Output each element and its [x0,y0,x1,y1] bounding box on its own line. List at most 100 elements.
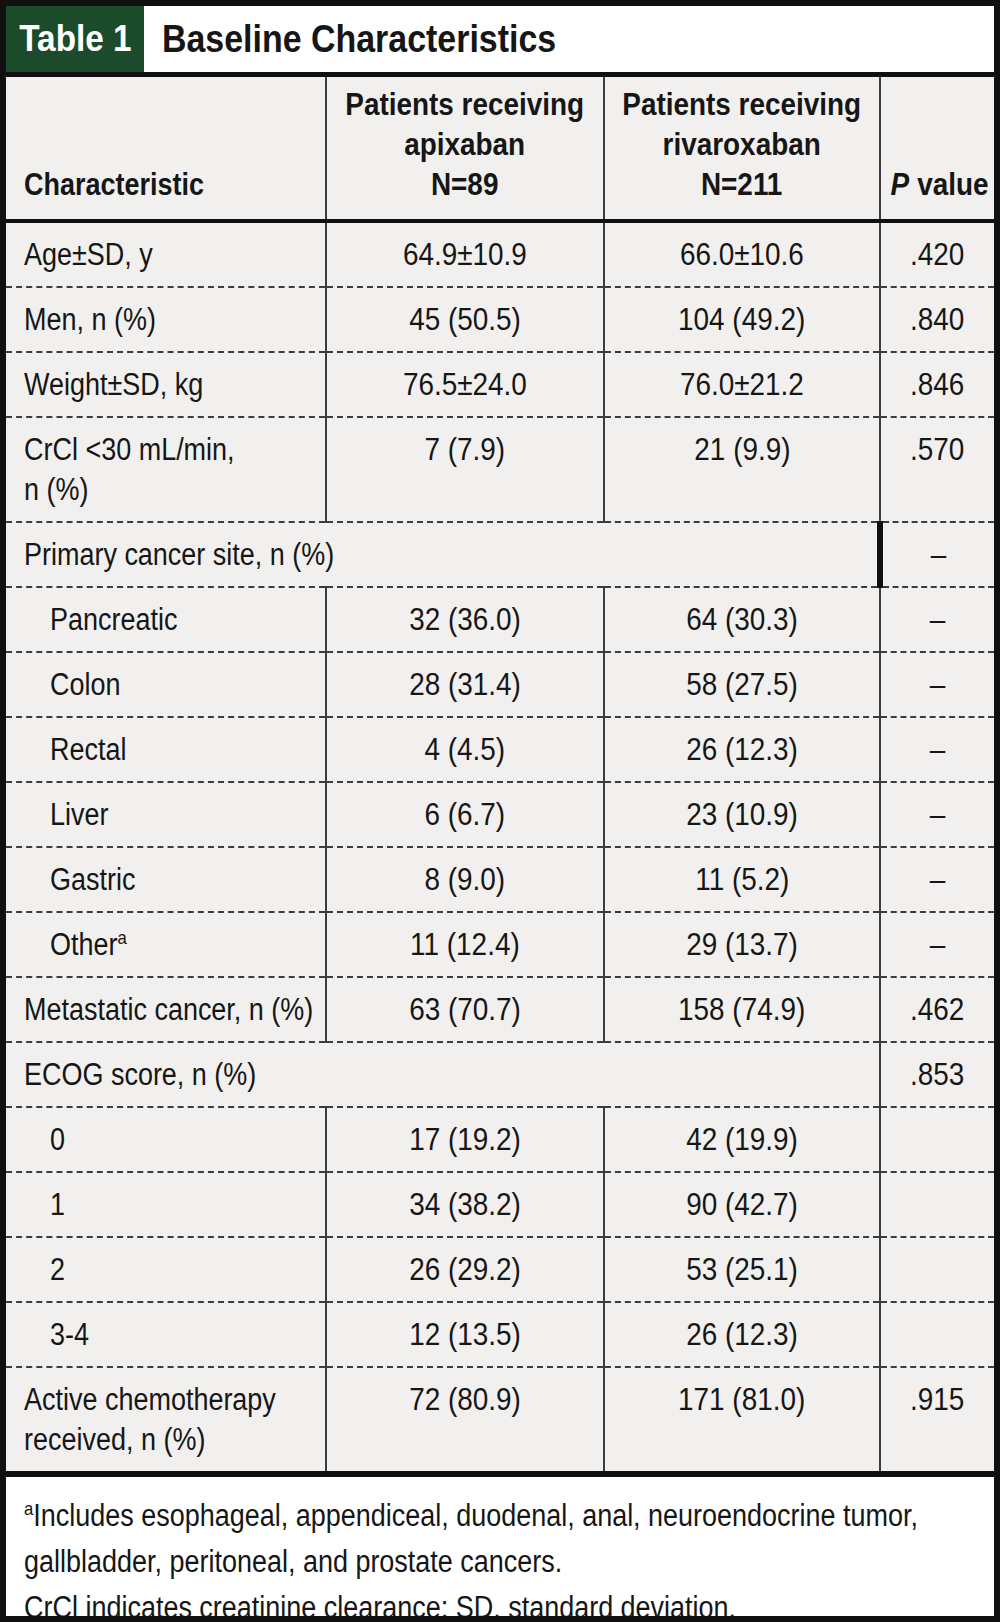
rivaroxaban-value: 23 (10.9) [604,782,880,847]
table-row: 1 34 (38.2) 90 (42.7) [6,1172,994,1237]
apixaban-value: 4 (4.5) [326,717,604,782]
p-value [880,1107,994,1172]
p-value: – [880,847,994,912]
apixaban-value: 64.9±10.9 [326,221,604,287]
row-label: Liver [6,782,326,847]
apixaban-value: 11 (12.4) [326,912,604,977]
table-row: Men, n (%) 45 (50.5) 104 (49.2) .840 [6,287,994,352]
row-label: 0 [6,1107,326,1172]
rivaroxaban-value: 11 (5.2) [604,847,880,912]
header-row: Characteristic Patients receiving apixab… [6,77,994,221]
table-row: Liver 6 (6.7) 23 (10.9) – [6,782,994,847]
rivaroxaban-value: 29 (13.7) [604,912,880,977]
apixaban-value: 28 (31.4) [326,652,604,717]
rivaroxaban-value: 64 (30.3) [604,587,880,652]
apixaban-value: 8 (9.0) [326,847,604,912]
apixaban-value: 32 (36.0) [326,587,604,652]
table-row: Rectal 4 (4.5) 26 (12.3) – [6,717,994,782]
column-header-characteristic: Characteristic [6,77,326,221]
row-label: Men, n (%) [6,287,326,352]
rivaroxaban-value: 53 (25.1) [604,1237,880,1302]
table-row: Metastatic cancer, n (%) 63 (70.7) 158 (… [6,977,994,1042]
footnote-a-continued: gallbladder, peritoneal, and prostate ca… [24,1539,976,1585]
table-row: Pancreatic 32 (36.0) 64 (30.3) – [6,587,994,652]
footnote-marker: a [117,927,126,948]
apixaban-value: 45 (50.5) [326,287,604,352]
abbreviation-note: CrCl indicates creatinine clearance; SD,… [24,1585,976,1622]
apixaban-value: 63 (70.7) [326,977,604,1042]
rivaroxaban-value: 76.0±21.2 [604,352,880,417]
apixaban-value: 72 (80.9) [326,1367,604,1474]
p-value [880,1302,994,1367]
table-row: Colon 28 (31.4) 58 (27.5) – [6,652,994,717]
footnote-a: aIncludes esophageal, appendiceal, duode… [24,1493,976,1539]
column-header-p-value: Pvalue [880,77,994,221]
p-value: .420 [880,221,994,287]
row-label: Age±SD, y [6,221,326,287]
apixaban-value: 6 (6.7) [326,782,604,847]
table-row: Othera 11 (12.4) 29 (13.7) – [6,912,994,977]
rivaroxaban-value: 171 (81.0) [604,1367,880,1474]
row-label: Rectal [6,717,326,782]
apixaban-value: 17 (19.2) [326,1107,604,1172]
p-value: .915 [880,1367,994,1474]
table-row: Gastric 8 (9.0) 11 (5.2) – [6,847,994,912]
p-value: .853 [880,1042,994,1107]
row-label: Othera [6,912,326,977]
apixaban-value: 7 (7.9) [326,417,604,522]
rivaroxaban-value: 26 (12.3) [604,1302,880,1367]
p-value: – [880,522,994,587]
table-row-section: Primary cancer site, n (%) – [6,522,994,587]
title-band: Table 1 Baseline Characteristics [6,6,994,77]
p-value: – [880,912,994,977]
table-number: Table 1 [19,18,131,60]
footnote-area: aIncludes esophageal, appendiceal, duode… [6,1477,994,1622]
apixaban-value: 76.5±24.0 [326,352,604,417]
table-row: 3-4 12 (13.5) 26 (12.3) [6,1302,994,1367]
p-value: – [880,587,994,652]
table-title: Baseline Characteristics [144,6,615,72]
row-label: Gastric [6,847,326,912]
p-value: – [880,652,994,717]
row-label: CrCl <30 mL/min, n (%) [6,417,326,522]
p-value: .840 [880,287,994,352]
rivaroxaban-value: 58 (27.5) [604,652,880,717]
p-value: .462 [880,977,994,1042]
row-label: Colon [6,652,326,717]
apixaban-value: 26 (29.2) [326,1237,604,1302]
p-value [880,1237,994,1302]
p-value: .846 [880,352,994,417]
rivaroxaban-value: 104 (49.2) [604,287,880,352]
rivaroxaban-value: 158 (74.9) [604,977,880,1042]
table-row-section: ECOG score, n (%) .853 [6,1042,994,1107]
row-label: Pancreatic [6,587,326,652]
rivaroxaban-value: 26 (12.3) [604,717,880,782]
row-label: 1 [6,1172,326,1237]
table-figure: Table 1 Baseline Characteristics Charact… [0,0,1000,1622]
rivaroxaban-value: 42 (19.9) [604,1107,880,1172]
table-number-badge: Table 1 [6,6,144,72]
table-row: Active chemotherapy received, n (%) 72 (… [6,1367,994,1474]
section-label: Primary cancer site, n (%) [6,522,880,587]
column-header-rivaroxaban: Patients receiving rivaroxaban N=211 [604,77,880,221]
section-label: ECOG score, n (%) [6,1042,880,1107]
p-value: .570 [880,417,994,522]
column-header-apixaban: Patients receiving apixaban N=89 [326,77,604,221]
row-label: 2 [6,1237,326,1302]
p-value: – [880,782,994,847]
footnote-marker: a [24,1498,33,1519]
table-row: Age±SD, y 64.9±10.9 66.0±10.6 .420 [6,221,994,287]
rivaroxaban-value: 66.0±10.6 [604,221,880,287]
row-label: Weight±SD, kg [6,352,326,417]
p-value: – [880,717,994,782]
table-row: 2 26 (29.2) 53 (25.1) [6,1237,994,1302]
baseline-characteristics-table: Characteristic Patients receiving apixab… [6,77,994,1477]
p-value [880,1172,994,1237]
rivaroxaban-value: 90 (42.7) [604,1172,880,1237]
row-label: Active chemotherapy received, n (%) [6,1367,326,1474]
table-row: 0 17 (19.2) 42 (19.9) [6,1107,994,1172]
apixaban-value: 12 (13.5) [326,1302,604,1367]
table-row: Weight±SD, kg 76.5±24.0 76.0±21.2 .846 [6,352,994,417]
apixaban-value: 34 (38.2) [326,1172,604,1237]
rivaroxaban-value: 21 (9.9) [604,417,880,522]
